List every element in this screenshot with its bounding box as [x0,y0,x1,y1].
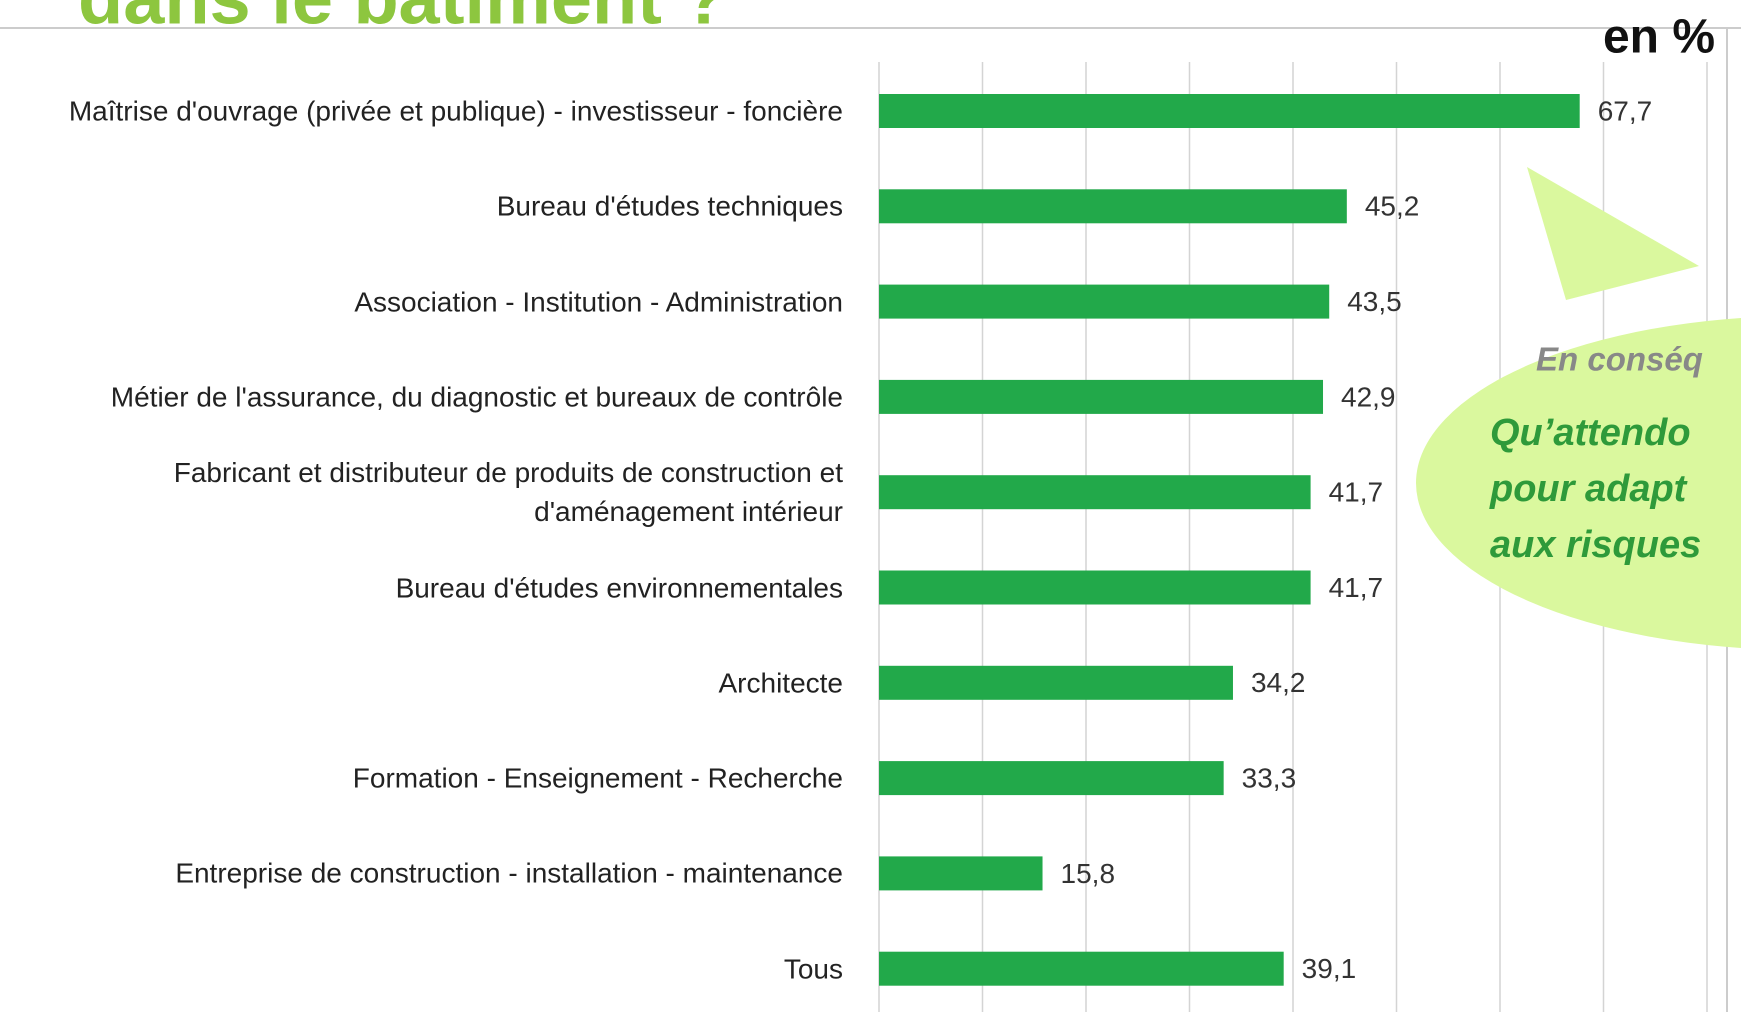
bubble-subtitle: En conséq [1536,341,1703,378]
category-label: Entreprise de construction - installatio… [175,857,843,889]
bar [879,475,1311,510]
category-label: Formation - Enseignement - Recherche [352,762,843,794]
bar [879,189,1347,224]
bar [879,665,1233,700]
value-label: 34,2 [1251,667,1306,698]
bar [879,284,1330,319]
bar [879,761,1224,796]
value-label: 42,9 [1341,381,1396,412]
category-label: Bureau d'études environnementales [395,572,843,603]
bar [879,856,1043,891]
chart-title: dans le bâtiment ? [78,0,728,40]
value-label: 45,2 [1365,191,1420,222]
category-label: Architecte [718,667,844,699]
value-label: 67,7 [1598,95,1653,126]
value-label: 15,8 [1061,858,1116,889]
bar [879,94,1580,128]
category-label: Métier de l'assurance, du diagnostic et … [110,381,843,413]
bubble-line: aux risques [1490,524,1701,566]
bubble-line: Qu’attendo [1490,412,1691,454]
unit-label: en % [1603,11,1715,64]
value-label: 41,7 [1329,477,1384,508]
value-label: 33,3 [1242,762,1297,793]
category-label: Tous [783,953,843,985]
bar [879,951,1284,986]
category-label: Bureau d'études techniques [496,190,843,222]
bar [879,379,1324,414]
bubble-line: pour adapt [1489,468,1688,510]
value-label: 41,7 [1329,572,1384,603]
category-label: Association - Institution - Administrati… [354,286,843,318]
category-label: Maîtrise d'ouvrage (privée et publique) … [68,95,843,127]
value-label: 43,5 [1347,286,1402,317]
bubble [1416,318,1741,648]
value-label: 39,1 [1302,953,1357,984]
bubble-pointer [1527,167,1699,300]
bar [879,570,1311,605]
category-label: Fabricant et distributeur de produits de… [173,457,843,528]
